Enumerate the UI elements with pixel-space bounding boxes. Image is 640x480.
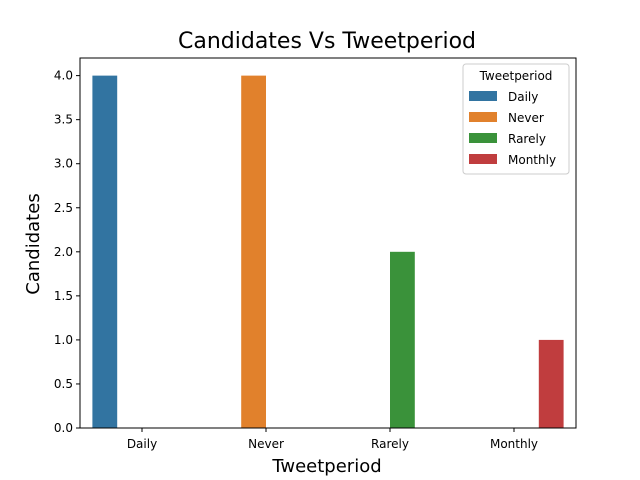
x-tick-label: Daily bbox=[127, 437, 157, 451]
legend-items: Daily Never Rarely Monthly bbox=[469, 90, 556, 167]
y-tick-label: 3.5 bbox=[54, 113, 73, 127]
y-axis-label: Candidates bbox=[23, 193, 44, 294]
bar-daily bbox=[92, 75, 118, 428]
y-tick-label: 2.0 bbox=[54, 245, 73, 259]
bar-monthly bbox=[538, 339, 564, 428]
legend-swatch-rarely bbox=[469, 133, 497, 143]
legend-swatch-daily bbox=[469, 91, 497, 101]
bar-never bbox=[241, 75, 266, 428]
x-axis-label: Tweetperiod bbox=[271, 456, 381, 477]
y-tick-label: 4.0 bbox=[54, 69, 73, 83]
bars-group bbox=[92, 75, 564, 428]
y-tick-label: 2.5 bbox=[54, 201, 73, 215]
legend-label-never: Never bbox=[508, 111, 544, 125]
legend-swatch-never bbox=[469, 112, 497, 122]
y-tick-label: 1.0 bbox=[54, 333, 73, 347]
chart-title: Candidates Vs Tweetperiod bbox=[178, 29, 476, 54]
y-tick-label: 0.0 bbox=[54, 421, 73, 435]
x-tick-label: Never bbox=[248, 437, 284, 451]
legend-label-monthly: Monthly bbox=[508, 153, 556, 167]
plot-frame bbox=[79, 57, 577, 429]
x-tick-label: Rarely bbox=[371, 437, 409, 451]
y-tick-label: 3.0 bbox=[54, 157, 73, 171]
y-tick-label: 0.5 bbox=[54, 377, 73, 391]
x-ticks: Daily Never Rarely Monthly bbox=[127, 428, 538, 451]
x-tick-label: Monthly bbox=[490, 437, 538, 451]
legend: Tweetperiod Daily Never Rarely Monthly bbox=[462, 63, 570, 175]
legend-label-rarely: Rarely bbox=[508, 132, 546, 146]
y-ticks: 0.0 0.5 1.0 1.5 2.0 2.5 3.0 3.5 4.0 bbox=[54, 69, 80, 435]
bar-rarely bbox=[390, 251, 415, 428]
legend-label-daily: Daily bbox=[508, 90, 538, 104]
legend-title: Tweetperiod bbox=[479, 69, 553, 83]
legend-swatch-monthly bbox=[469, 154, 497, 164]
y-tick-label: 1.5 bbox=[54, 289, 73, 303]
